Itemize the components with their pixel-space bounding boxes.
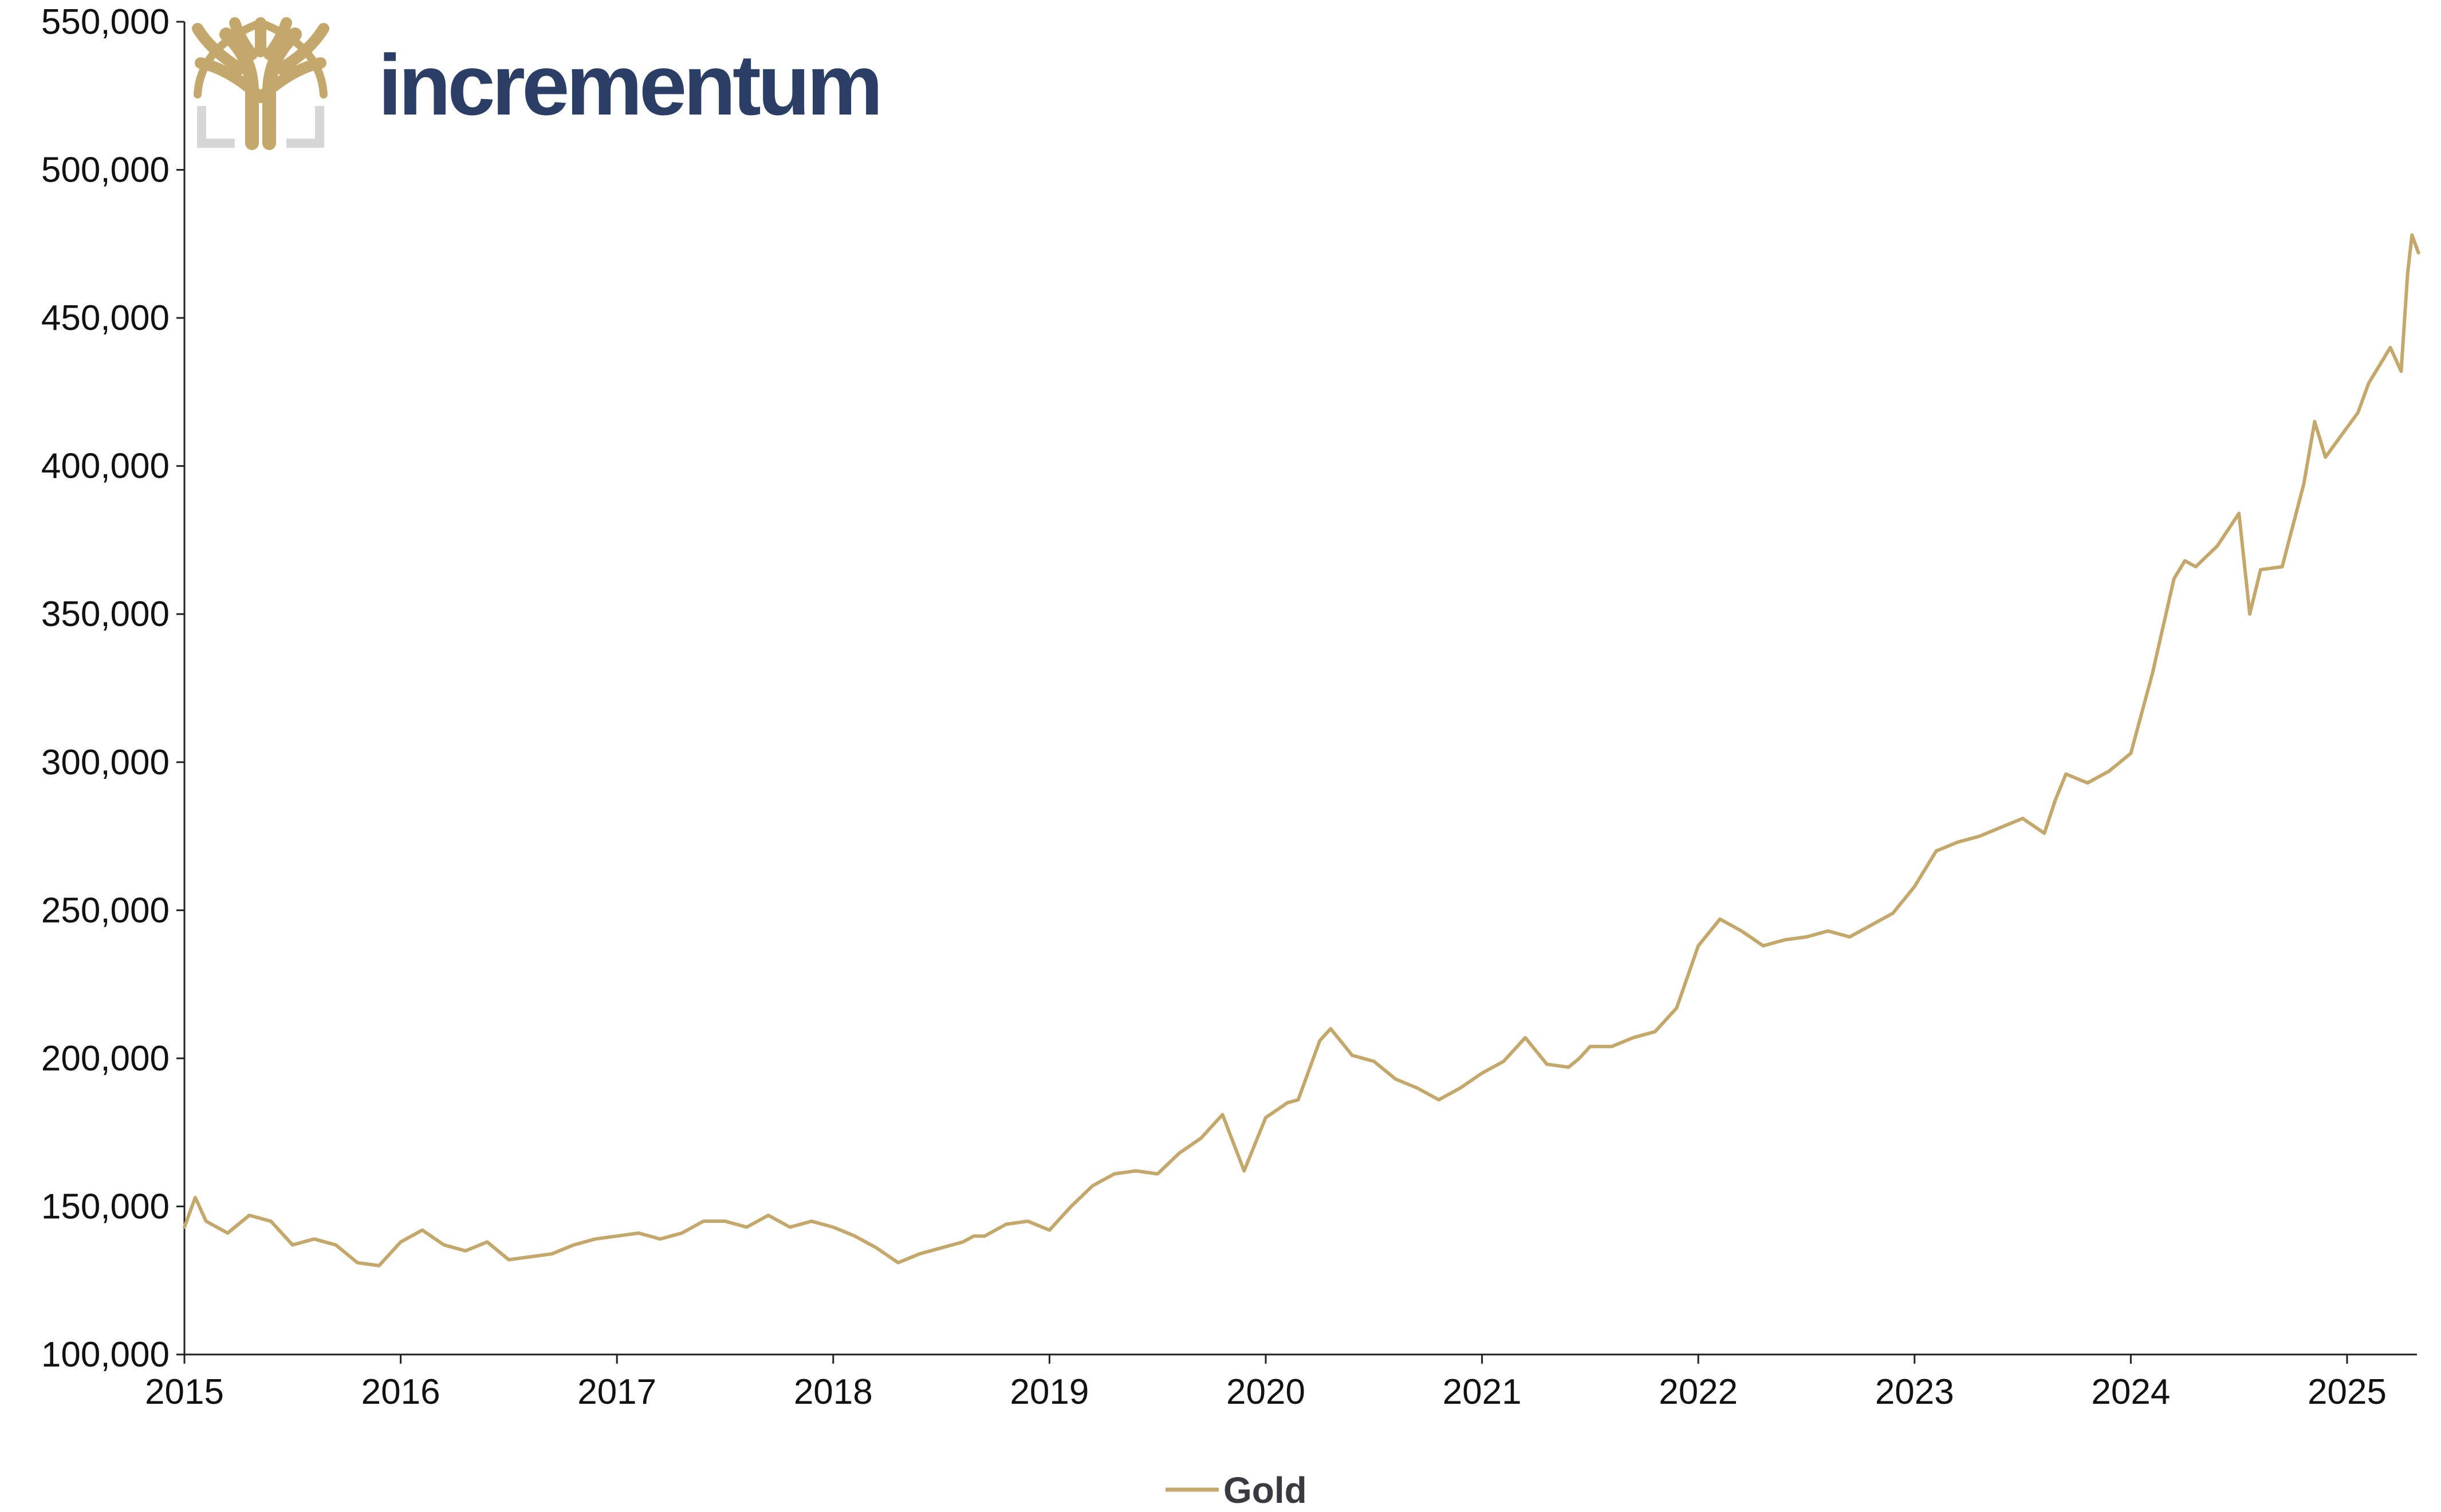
x-tick-label: 2025 xyxy=(2308,1372,2387,1412)
y-tick-label: 100,000 xyxy=(41,1335,170,1375)
incrementum-logo: incrementum xyxy=(192,17,883,150)
x-tick-label: 2017 xyxy=(577,1372,656,1412)
y-axis: 100,000 150,000 200,000 250,000 300,000 350,0… xyxy=(41,2,186,1375)
y-tick-label: 350,000 xyxy=(41,594,170,634)
tree-icon xyxy=(192,17,329,150)
y-tick-label: 150,000 xyxy=(41,1187,170,1226)
x-tick-label: 2023 xyxy=(1875,1372,1954,1412)
legend-label-gold: Gold xyxy=(1223,1470,1307,1511)
legend: Gold xyxy=(1166,1470,1307,1511)
y-tick-label: 300,000 xyxy=(41,743,170,782)
logo-frame xyxy=(197,106,324,148)
y-tick-label: 500,000 xyxy=(41,151,170,190)
x-tick-label: 2022 xyxy=(1659,1372,1738,1412)
x-tick-label: 2024 xyxy=(2091,1372,2170,1412)
brand-name: incrementum xyxy=(378,37,880,133)
y-tick-label: 550,000 xyxy=(41,2,170,42)
x-tick-label: 2019 xyxy=(1010,1372,1089,1412)
y-tick-label: 200,000 xyxy=(41,1039,170,1078)
x-tick-label: 2021 xyxy=(1443,1372,1522,1412)
plot-area xyxy=(183,233,2420,1267)
series-line-gold xyxy=(183,233,2420,1267)
x-tick-label: 2016 xyxy=(361,1372,440,1412)
y-tick-label: 400,000 xyxy=(41,447,170,486)
y-tick-label: 450,000 xyxy=(41,298,170,338)
y-tick-label: 250,000 xyxy=(41,891,170,930)
x-tick-label: 2020 xyxy=(1226,1372,1305,1412)
x-tick-label: 2018 xyxy=(794,1372,873,1412)
x-tick-label: 2015 xyxy=(145,1372,224,1412)
tree-canopy xyxy=(194,18,328,99)
x-axis: 2015 2016 2017 2018 2019 2020 2021 2022 2023 2024… xyxy=(145,1353,2417,1412)
